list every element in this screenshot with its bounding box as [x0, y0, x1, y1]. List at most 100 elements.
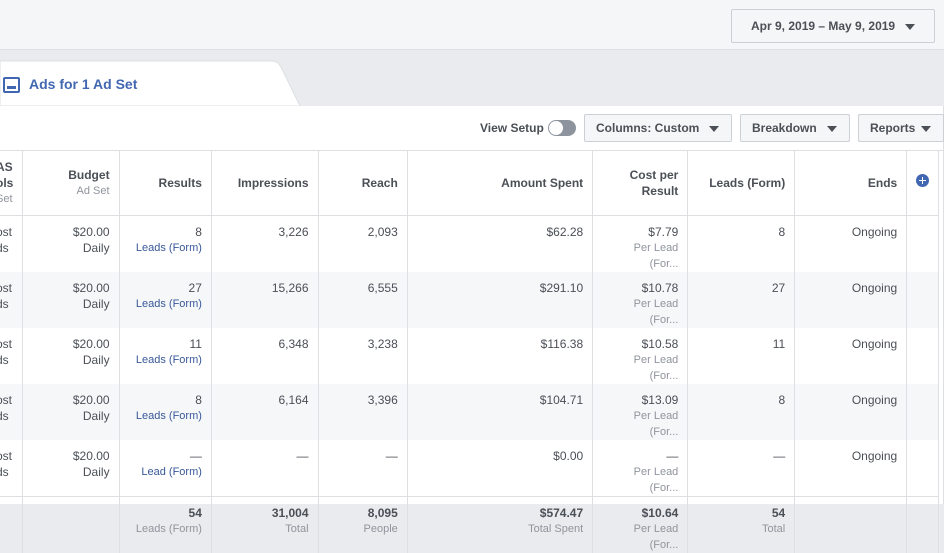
- totals-amount-cell: $574.47 Total Spent: [407, 495, 594, 553]
- budget-cell: $20.00 Daily: [22, 383, 120, 440]
- results-value: —: [189, 448, 202, 463]
- chevron-down-icon: [709, 126, 719, 132]
- totals-leads-value: 54: [771, 505, 786, 520]
- header-amount-spent[interactable]: Amount Spent: [407, 151, 594, 216]
- cpr-cell: $13.09 Per Lead (For...: [592, 383, 689, 440]
- totals-impressions-cell: 31,004 Total: [211, 495, 319, 553]
- cut-cell: ostds: [0, 327, 24, 384]
- add-column-icon[interactable]: [916, 174, 930, 188]
- amount-cell: $0.00: [407, 439, 594, 496]
- ads-table: AS ols Set Budget Ad Set Results Impressi…: [0, 151, 939, 553]
- header-budget[interactable]: Budget Ad Set: [22, 151, 120, 216]
- date-range-picker[interactable]: Apr 9, 2019 – May 9, 2019: [731, 9, 935, 43]
- header-leads-label: Leads (Form): [709, 175, 786, 190]
- header-budget-label: Budget: [68, 167, 110, 182]
- reach-cell: —: [318, 439, 408, 496]
- header-reach[interactable]: Reach: [318, 151, 408, 216]
- results-link[interactable]: Leads (Form): [135, 297, 202, 310]
- results-link[interactable]: Lead (Form): [141, 465, 202, 478]
- cut-text: ost: [0, 280, 13, 295]
- results-cell: 8 Leads (Form): [119, 215, 212, 272]
- cpr-cell: $7.79 Per Lead (For...: [592, 215, 689, 272]
- add-column-cell[interactable]: [906, 151, 939, 216]
- leads-cell: 11: [687, 327, 796, 384]
- cut-text: ost: [0, 392, 13, 407]
- header-ends-label: Ends: [867, 175, 898, 190]
- reach-cell: 3,238: [318, 327, 408, 384]
- budget-sub: Daily: [82, 240, 110, 255]
- totals-row: 54 Leads (Form) 31,004 Total 8,095 People $…: [0, 495, 939, 553]
- totals-leads-cell: 54 Total: [687, 495, 796, 553]
- results-link[interactable]: Leads (Form): [135, 241, 202, 254]
- columns-label: Columns: Custom: [596, 121, 700, 135]
- totals-results-cell: 54 Leads (Form): [119, 495, 212, 553]
- tab-label: Ads for 1 Ad Set: [29, 76, 138, 92]
- header-amount-label: Amount Spent: [501, 175, 584, 190]
- amount-cell: $116.38: [407, 327, 594, 384]
- header-impressions[interactable]: Impressions: [211, 151, 319, 216]
- header-results[interactable]: Results: [119, 151, 212, 216]
- empty-cell: [906, 271, 939, 328]
- breakdown-button[interactable]: Breakdown: [740, 114, 850, 142]
- view-setup-label: View Setup: [480, 121, 544, 135]
- ends-cell: Ongoing: [794, 439, 908, 496]
- totals-amount-sub: Total Spent: [528, 522, 584, 535]
- cut-text: ds: [0, 352, 9, 367]
- header-cpr-line1: Cost per: [629, 167, 679, 182]
- date-range-label: Apr 9, 2019 – May 9, 2019: [751, 19, 896, 33]
- cpr-value: $13.09: [641, 392, 679, 407]
- ends-cell: Ongoing: [794, 383, 908, 440]
- chevron-down-icon: [921, 126, 931, 132]
- header-row: AS ols Set Budget Ad Set Results Impressi…: [0, 151, 939, 216]
- leads-cell: 8: [687, 215, 796, 272]
- cpr-sub: Per Lead (For...: [633, 409, 679, 438]
- results-link[interactable]: Leads (Form): [135, 409, 202, 422]
- ends-cell: Ongoing: [794, 215, 908, 272]
- columns-button[interactable]: Columns: Custom: [584, 114, 732, 142]
- cut-cell: ostds: [0, 439, 24, 496]
- view-setup-toggle[interactable]: [548, 120, 576, 136]
- results-cell: 11 Leads (Form): [119, 327, 212, 384]
- cpr-sub: Per Lead (For...: [633, 241, 679, 270]
- totals-reach-sub: People: [363, 522, 398, 535]
- header-cost-per-result[interactable]: Cost per Result: [592, 151, 689, 216]
- reports-button[interactable]: Reports: [858, 114, 944, 142]
- totals-reach-value: 8,095: [367, 505, 398, 520]
- results-value: 27: [188, 280, 202, 295]
- cut-text: ds: [0, 408, 9, 423]
- budget-cell: $20.00 Daily: [22, 215, 120, 272]
- empty-cell: [906, 383, 939, 440]
- results-link[interactable]: Leads (Form): [135, 353, 202, 366]
- header-cut-2: ols: [0, 175, 14, 190]
- cpr-sub: Per Lead (For...: [633, 465, 679, 494]
- impressions-cell: —: [211, 439, 319, 496]
- cpr-value: —: [666, 448, 679, 463]
- totals-cut-cell: [0, 495, 24, 553]
- totals-results-sub: Leads (Form): [135, 522, 202, 535]
- results-value: 8: [195, 224, 202, 239]
- cut-cell: ostds: [0, 271, 24, 328]
- impressions-cell: 6,164: [211, 383, 319, 440]
- tab-shape: [0, 60, 300, 106]
- cpr-cell: $10.78 Per Lead (For...: [592, 271, 689, 328]
- results-cell: — Lead (Form): [119, 439, 212, 496]
- tab-ads[interactable]: Ads for 1 Ad Set: [0, 60, 300, 106]
- header-results-label: Results: [158, 175, 202, 190]
- cut-cell: ostds: [0, 383, 24, 440]
- budget-value: $20.00: [72, 224, 110, 239]
- header-cut-column[interactable]: AS ols Set: [0, 151, 24, 216]
- results-cell: 27 Leads (Form): [119, 271, 212, 328]
- header-leads-form[interactable]: Leads (Form): [687, 151, 796, 216]
- ends-cell: Ongoing: [794, 327, 908, 384]
- budget-sub: Daily: [82, 408, 110, 423]
- header-cut-1: AS: [0, 159, 13, 174]
- totals-impressions-value: 31,004: [271, 505, 309, 520]
- cut-text: ost: [0, 224, 13, 239]
- budget-value: $20.00: [72, 336, 110, 351]
- header-ends[interactable]: Ends: [794, 151, 908, 216]
